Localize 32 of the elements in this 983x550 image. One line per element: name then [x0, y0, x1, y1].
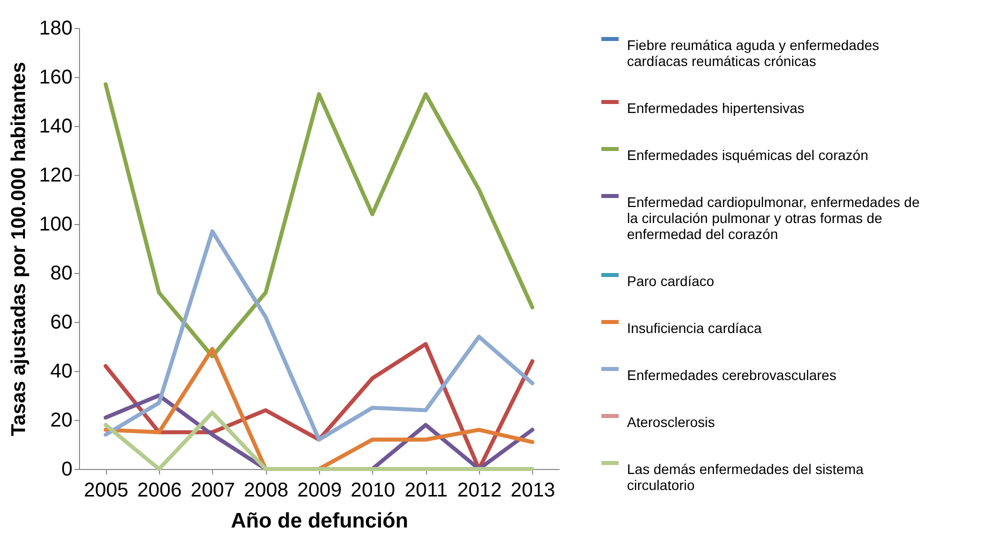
- x-tick-label: 2013: [510, 480, 556, 502]
- y-tick-label: 160: [39, 66, 72, 88]
- y-axis-title: Tasas ajustadas por 100.000 habitantes: [8, 62, 30, 436]
- legend-label: Paro cardíaco: [627, 273, 714, 289]
- x-axis-title: Año de defunción: [230, 510, 408, 532]
- y-tick-label: 40: [50, 360, 72, 382]
- x-tick-label: 2006: [137, 480, 182, 502]
- legend-label: Enfermedades cerebrovasculares: [627, 367, 836, 383]
- x-tick-label: 2011: [404, 480, 448, 502]
- x-tick-label: 2005: [84, 480, 128, 502]
- x-tick-label: 2012: [457, 480, 502, 502]
- y-tick-label: 20: [50, 410, 72, 432]
- legend-label: Enfermedad cardiopulmonar, enfermedades de la circulación pulmonar y otras formas de enfermedad del corazón: [627, 194, 920, 242]
- y-tick-label: 0: [61, 458, 72, 480]
- x-tick-label: 2010: [350, 480, 396, 502]
- line-series: [104, 229, 534, 442]
- legend-label: Aterosclerosis: [627, 414, 715, 430]
- y-tick-label: 140: [39, 116, 72, 138]
- x-tick-label: 2009: [297, 480, 342, 502]
- x-tick-label: 2008: [244, 480, 288, 502]
- y-tick-label: 80: [50, 262, 72, 284]
- y-tick-label: 100: [39, 214, 72, 236]
- x-tick-label: 2007: [190, 480, 236, 502]
- y-tick-label: 120: [39, 164, 72, 186]
- legend-label: Las demás enfermedades del sistema circulatorio: [627, 461, 864, 493]
- line-series: [104, 82, 534, 358]
- legend-label: Fiebre reumática aguda y enfermedades cardíacas reumáticas crónicas: [627, 37, 880, 69]
- legend-label: Insuficiencia cardíaca: [627, 320, 762, 336]
- y-tick-label: 60: [50, 312, 72, 334]
- legend-label: Enfermedades isquémicas del corazón: [627, 147, 868, 163]
- y-tick-label: 180: [39, 18, 72, 40]
- legend-label: Enfermedades hipertensivas: [627, 100, 804, 116]
